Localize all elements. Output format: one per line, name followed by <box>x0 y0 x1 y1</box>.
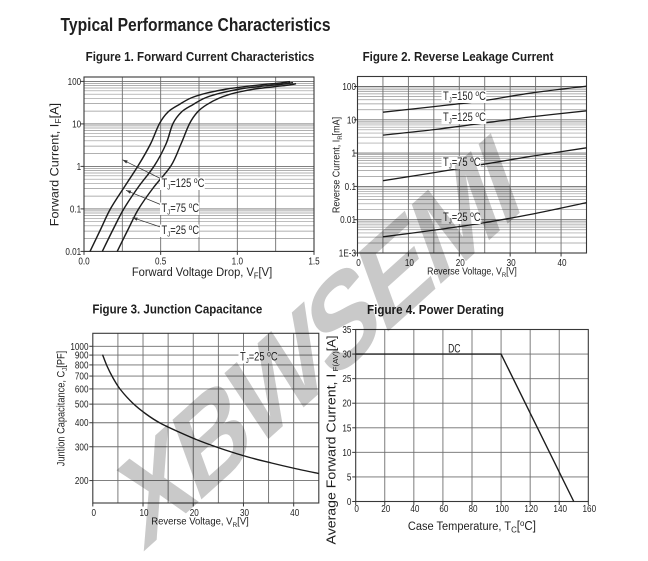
svg-text:Figure 1. Forward Current Char: Figure 1. Forward Current Characteristic… <box>86 49 315 64</box>
svg-text:Case Temperature, TC[oC]: Case Temperature, TC[oC] <box>408 519 536 535</box>
svg-text:TJ=75 oC: TJ=75 oC <box>162 200 200 216</box>
svg-text:1.5: 1.5 <box>308 256 319 267</box>
svg-text:20: 20 <box>190 507 199 518</box>
svg-text:0.0: 0.0 <box>78 256 89 267</box>
svg-text:Average Forward Current, I F(A: Average Forward Current, I F(AV)[A] <box>324 336 340 545</box>
svg-text:10: 10 <box>342 447 351 458</box>
svg-text:10: 10 <box>405 257 414 268</box>
svg-text:Figure 2. Reverse Leakage Curr: Figure 2. Reverse Leakage Current <box>363 49 554 64</box>
svg-text:0: 0 <box>354 503 359 514</box>
svg-text:DC: DC <box>448 343 460 355</box>
svg-text:800: 800 <box>75 360 89 371</box>
svg-text:140: 140 <box>553 503 567 514</box>
svg-text:Typical Performance Characteri: Typical Performance Characteristics <box>61 15 331 35</box>
svg-text:TJ=25 oC: TJ=25 oC <box>162 222 200 238</box>
svg-text:0.5: 0.5 <box>155 256 166 267</box>
svg-text:400: 400 <box>75 417 89 428</box>
svg-text:300: 300 <box>75 441 89 452</box>
svg-text:10: 10 <box>347 114 356 125</box>
svg-text:0.1: 0.1 <box>70 204 81 215</box>
svg-text:0.1: 0.1 <box>345 181 356 192</box>
svg-text:20: 20 <box>342 398 351 409</box>
svg-text:0: 0 <box>92 507 97 518</box>
svg-text:25: 25 <box>342 373 351 384</box>
svg-text:500: 500 <box>75 399 89 410</box>
svg-text:20: 20 <box>381 503 390 514</box>
svg-text:1000: 1000 <box>70 341 88 352</box>
svg-text:30: 30 <box>507 257 516 268</box>
svg-text:30: 30 <box>342 349 351 360</box>
svg-text:10: 10 <box>139 507 148 518</box>
svg-text:5: 5 <box>347 472 352 483</box>
svg-text:100: 100 <box>68 76 82 87</box>
svg-text:Forward Current, IF[A]: Forward Current, IF[A] <box>48 103 63 226</box>
svg-text:TJ=150 oC: TJ=150 oC <box>443 88 486 104</box>
svg-text:1.0: 1.0 <box>232 256 243 267</box>
svg-text:1E-3: 1E-3 <box>339 248 356 259</box>
svg-text:TJ=125 oC: TJ=125 oC <box>162 175 205 191</box>
svg-text:Figure 4. Power Derating: Figure 4. Power Derating <box>367 302 504 317</box>
svg-text:600: 600 <box>75 384 89 395</box>
svg-text:10: 10 <box>72 119 81 130</box>
svg-text:1: 1 <box>351 148 356 159</box>
svg-text:15: 15 <box>342 422 351 433</box>
svg-text:Forward Voltage Drop, VF[V]: Forward Voltage Drop, VF[V] <box>132 267 272 281</box>
svg-text:40: 40 <box>410 503 419 514</box>
svg-text:Reverse Current, IR[mA]: Reverse Current, IR[mA] <box>331 117 344 213</box>
svg-text:100: 100 <box>342 81 356 92</box>
svg-text:0: 0 <box>356 257 361 268</box>
svg-text:30: 30 <box>240 507 249 518</box>
svg-text:35: 35 <box>342 324 351 335</box>
svg-text:Figure 3. Junction Capacitance: Figure 3. Junction Capacitance <box>92 302 262 317</box>
svg-text:0.01: 0.01 <box>65 246 81 257</box>
svg-text:40: 40 <box>290 507 299 518</box>
svg-text:Reverse Voltage, VR[V]: Reverse Voltage, VR[V] <box>427 265 517 279</box>
svg-text:0.01: 0.01 <box>340 214 356 225</box>
svg-text:20: 20 <box>456 257 465 268</box>
svg-text:200: 200 <box>75 475 89 486</box>
svg-text:160: 160 <box>583 503 597 514</box>
svg-text:Reverse Voltage, VR[V]: Reverse Voltage, VR[V] <box>151 516 249 529</box>
svg-text:60: 60 <box>439 503 448 514</box>
svg-text:80: 80 <box>468 503 477 514</box>
svg-text:0: 0 <box>347 496 352 507</box>
svg-text:Juntion Capacitance, CJ[PF]: Juntion Capacitance, CJ[PF] <box>56 351 69 467</box>
svg-text:700: 700 <box>75 371 89 382</box>
svg-text:TJ=125 oC: TJ=125 oC <box>443 109 486 125</box>
svg-text:1: 1 <box>77 161 82 172</box>
svg-text:900: 900 <box>75 350 89 361</box>
svg-text:40: 40 <box>558 257 567 268</box>
svg-text:100: 100 <box>495 503 509 514</box>
svg-text:120: 120 <box>524 503 538 514</box>
